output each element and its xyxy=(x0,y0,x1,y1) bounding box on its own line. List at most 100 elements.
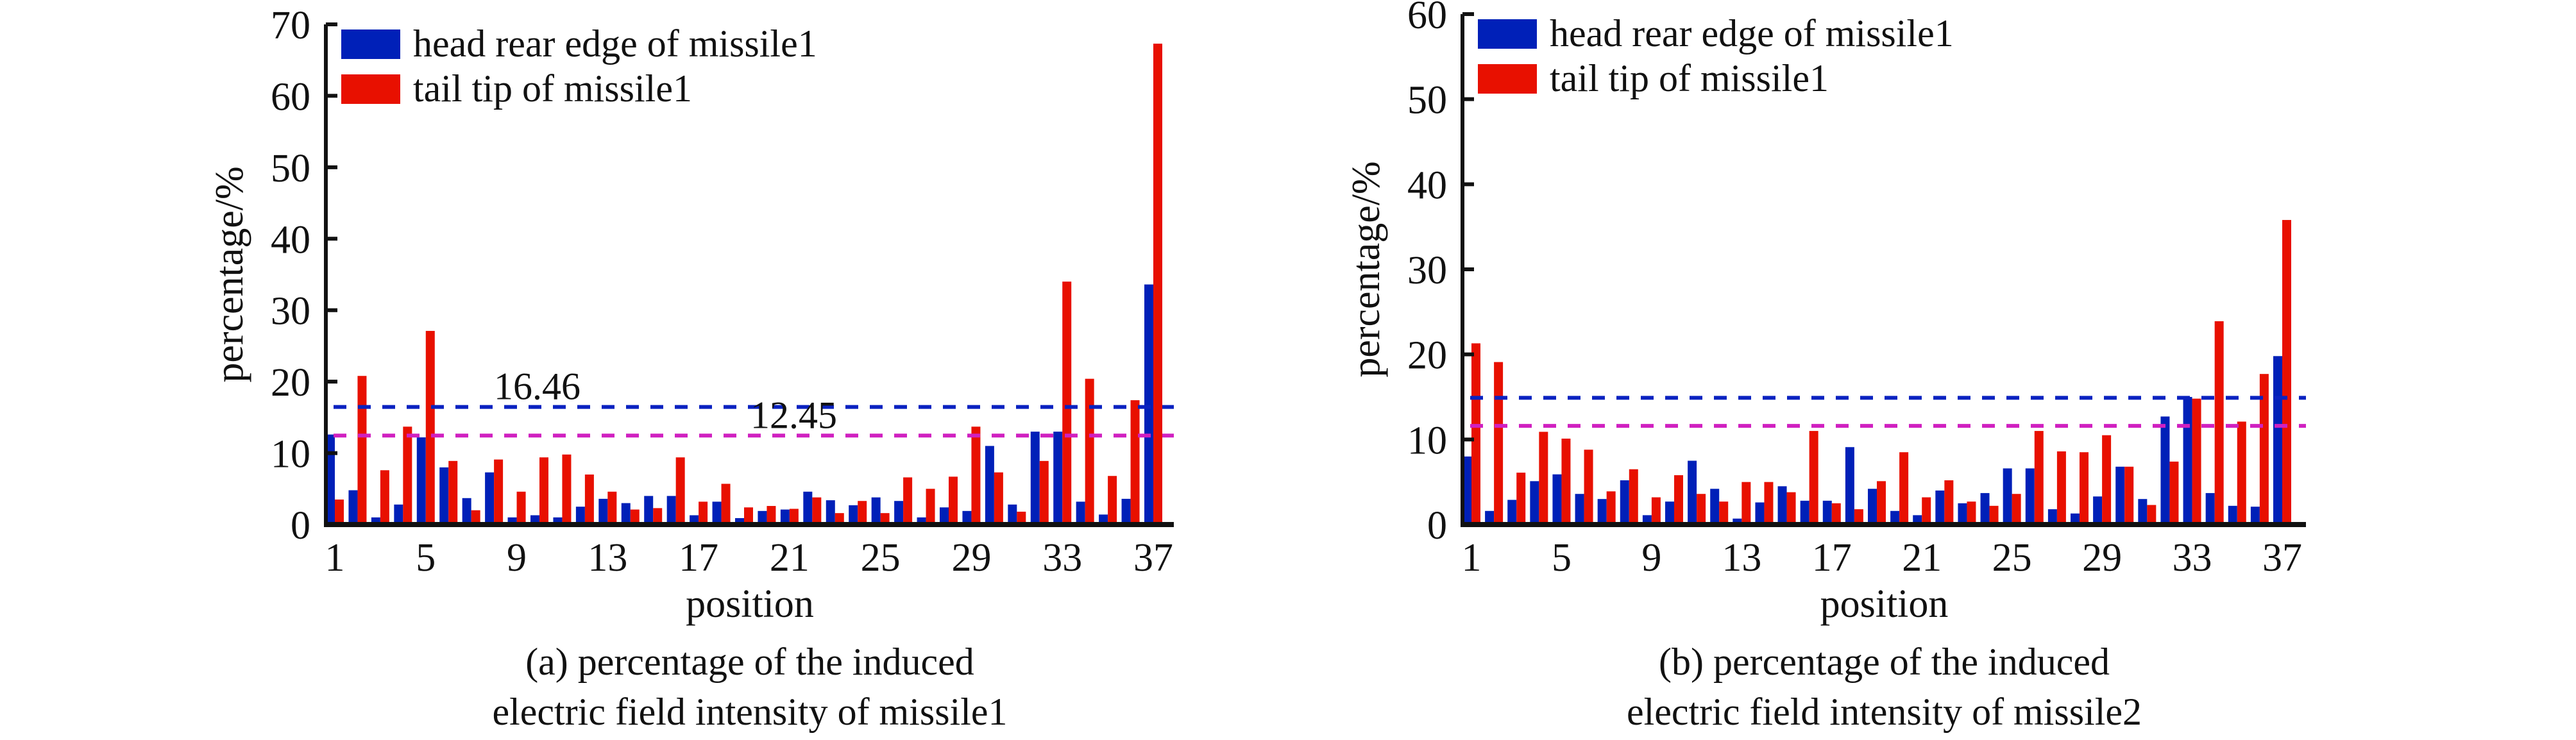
y-tick-label: 40 xyxy=(1407,164,1447,207)
bar-head-16 xyxy=(1800,500,1809,525)
bar-tail-11 xyxy=(1697,494,1706,525)
bar-tail-1 xyxy=(335,500,344,525)
legend-swatch-head xyxy=(341,29,400,59)
x-tick-label: 29 xyxy=(951,536,991,580)
legend-label-head: head rear edge of missile1 xyxy=(1550,12,1954,55)
bar-tail-9 xyxy=(1651,497,1661,525)
bar-tail-30 xyxy=(994,472,1003,525)
x-tick-label: 1 xyxy=(1462,536,1482,580)
legend-label-tail: tail tip of missile1 xyxy=(1550,57,1829,99)
bar-head-4 xyxy=(394,504,403,525)
bar-tail-16 xyxy=(675,457,685,525)
bar-head-2 xyxy=(1485,510,1495,525)
bar-tail-28 xyxy=(949,476,958,525)
chart-b-marks: 0 10 20 30 40 50 60 1 5 9 13 17 21 25 29 33 37 xyxy=(1407,0,2306,580)
bar-tail-37 xyxy=(1153,44,1162,525)
y-tick-label: 0 xyxy=(1427,504,1447,548)
bar-tail-5 xyxy=(1561,439,1571,525)
bar-head-33 xyxy=(2183,397,2192,525)
bar-tail-7 xyxy=(1606,491,1616,525)
bar-head-28 xyxy=(940,507,949,525)
bar-head-18 xyxy=(1845,447,1854,525)
y-axis-title: percentage/% xyxy=(1344,161,1388,377)
x-tick-label: 1 xyxy=(325,536,345,580)
bar-head-37 xyxy=(2273,356,2282,525)
bar-head-1 xyxy=(1462,456,1471,525)
bar-head-9 xyxy=(507,517,517,525)
bar-head-13 xyxy=(1733,518,1742,525)
y-tick-label: 40 xyxy=(271,218,310,262)
y-tick-label: 10 xyxy=(271,433,310,476)
bar-tail-19 xyxy=(1877,481,1886,525)
bar-chart-b: 0 10 20 30 40 50 60 1 5 9 13 17 21 25 29 33 37 head rear… xyxy=(1344,0,2306,733)
bar-head-37 xyxy=(1144,284,1153,525)
y-axis-title: percentage/% xyxy=(208,166,251,382)
x-tick-label: 37 xyxy=(2262,536,2302,580)
bar-head-14 xyxy=(621,503,631,525)
x-tick-label: 5 xyxy=(1552,536,1572,580)
bar-head-35 xyxy=(2228,505,2237,525)
caption-line-1: (a) percentage of the induced xyxy=(525,641,974,683)
bar-head-17 xyxy=(1822,500,1832,525)
bar-tail-6 xyxy=(448,460,458,525)
chart-panel-b: 0 10 20 30 40 50 60 1 5 9 13 17 21 25 29 33 37 head rear… xyxy=(1315,0,2405,737)
bar-head-8 xyxy=(1620,480,1629,525)
bar-head-32 xyxy=(1030,432,1040,525)
bar-tail-22 xyxy=(1944,480,1954,525)
x-tick-label: 29 xyxy=(2082,536,2122,580)
bar-head-13 xyxy=(598,498,608,525)
bar-tail-18 xyxy=(1854,509,1863,525)
bar-head-20 xyxy=(1890,510,1900,525)
mean-label-tail: 12.45 xyxy=(750,394,837,436)
bar-head-16 xyxy=(666,496,676,525)
bar-tail-15 xyxy=(653,508,663,525)
bar-head-11 xyxy=(553,517,563,525)
bar-head-6 xyxy=(1575,494,1584,525)
y-tick-label: 60 xyxy=(271,75,310,119)
bar-head-27 xyxy=(917,517,926,525)
bar-tail-23 xyxy=(835,513,844,525)
x-tick-label: 33 xyxy=(1042,536,1082,580)
bar-tail-26 xyxy=(903,477,913,525)
bar-tail-14 xyxy=(1764,482,1774,525)
bar-head-26 xyxy=(894,501,904,525)
bar-head-3 xyxy=(371,517,380,525)
bar-tail-24 xyxy=(1989,505,1999,525)
bar-head-34 xyxy=(2205,492,2215,525)
bar-head-12 xyxy=(575,507,585,525)
bar-chart-a: 16.46 12.45 0 10 20 30 40 50 60 70 1 5 9 13 17 21 25 29 33… xyxy=(208,4,1174,733)
bar-head-10 xyxy=(1665,501,1674,525)
y-tick-label: 30 xyxy=(1407,249,1447,292)
bar-head-30 xyxy=(2115,466,2125,525)
bar-head-7 xyxy=(1597,499,1607,525)
x-axis-title: position xyxy=(686,582,814,626)
x-tick-label: 13 xyxy=(588,536,627,580)
legend-swatch-tail xyxy=(1478,64,1537,94)
bar-tail-7 xyxy=(471,510,480,525)
bar-tail-13 xyxy=(1741,482,1751,525)
bar-head-23 xyxy=(826,500,835,525)
y-tick-label: 20 xyxy=(1407,334,1447,378)
bar-head-14 xyxy=(1755,502,1765,525)
bar-head-15 xyxy=(1777,486,1787,525)
mean-label-head: 16.46 xyxy=(494,366,580,408)
bar-head-2 xyxy=(348,490,358,525)
bar-head-21 xyxy=(780,509,790,525)
legend-swatch-head xyxy=(1478,19,1537,49)
bar-tail-27 xyxy=(2056,451,2066,525)
bar-head-36 xyxy=(2250,507,2260,525)
bar-head-36 xyxy=(1121,498,1131,525)
bar-head-31 xyxy=(1008,504,1017,525)
bar-head-19 xyxy=(1868,489,1877,525)
bar-tail-34 xyxy=(1085,378,1094,525)
y-tick-label: 70 xyxy=(271,4,310,47)
x-tick-label: 25 xyxy=(861,536,901,580)
bar-tail-28 xyxy=(2080,452,2089,525)
bar-tail-20 xyxy=(1899,452,1909,525)
y-tick-label: 60 xyxy=(1407,0,1447,37)
bar-head-6 xyxy=(439,467,449,525)
caption-line-1: (b) percentage of the induced xyxy=(1659,641,2110,683)
bar-tail-20 xyxy=(767,506,776,525)
bar-tail-25 xyxy=(880,513,890,525)
chart-a-marks: 16.46 12.45 0 10 20 30 40 50 60 70 1 5 9 13 17 21 25 29 33… xyxy=(271,4,1174,580)
